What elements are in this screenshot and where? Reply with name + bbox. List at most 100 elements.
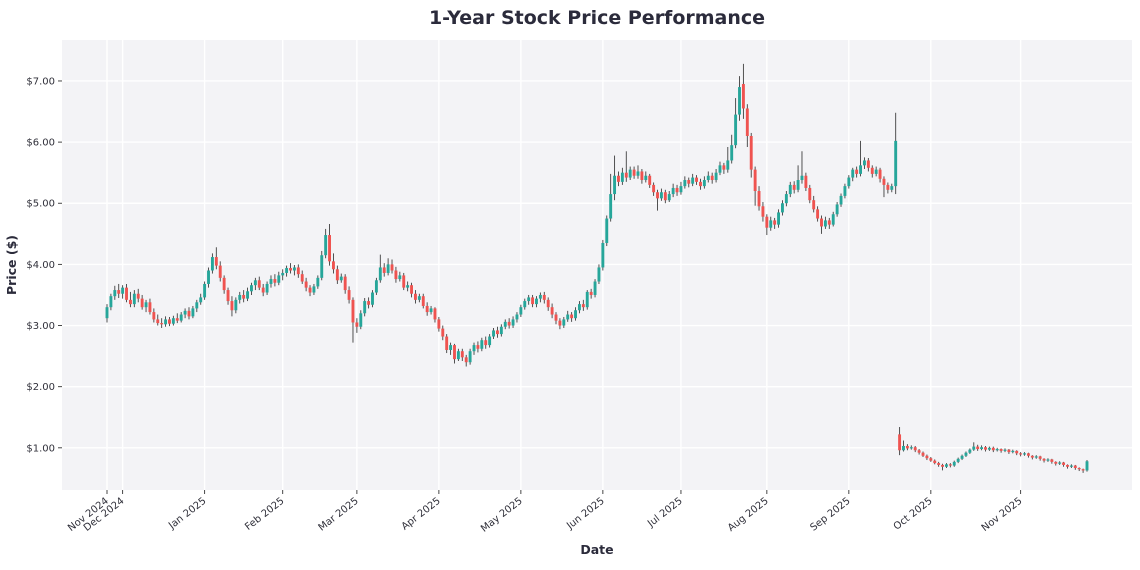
candle-down [441, 328, 445, 337]
candle-up [577, 304, 581, 311]
x-tick-label: Apr 2025 [400, 496, 443, 533]
candle-down [550, 307, 554, 315]
candle-up [191, 308, 195, 317]
candle-down [160, 323, 164, 325]
candle-down [437, 319, 441, 329]
candle-up [909, 447, 913, 449]
x-tick-label: Mar 2025 [317, 496, 361, 534]
candle-down [413, 293, 417, 300]
candle-down [128, 299, 132, 305]
candle-down [753, 169, 757, 192]
x-tick-label: May 2025 [479, 496, 525, 535]
candle-down [675, 187, 679, 193]
candle-down [1038, 456, 1042, 459]
candle-down [761, 206, 765, 217]
candle-down [866, 160, 870, 168]
candle-up [995, 449, 999, 451]
candle-down [827, 220, 831, 225]
candle-down [335, 269, 339, 281]
candle-down [925, 455, 929, 459]
candle-up [324, 235, 328, 256]
candle-up [566, 314, 570, 320]
candle-down [187, 310, 191, 317]
candle-down [445, 336, 449, 350]
candle-up [519, 307, 523, 315]
candle-up [105, 307, 109, 319]
candle-down [296, 267, 300, 275]
candle-up [113, 290, 117, 297]
candle-up [956, 458, 960, 462]
candle-up [960, 455, 964, 459]
candle-down [1073, 465, 1077, 468]
candle-down [941, 464, 944, 467]
candle-down [699, 181, 702, 187]
candle-down [382, 267, 386, 273]
candle-down [710, 175, 714, 181]
candle-down [394, 270, 398, 280]
candle-up [523, 301, 527, 308]
candle-down [570, 314, 574, 319]
candle-down [328, 235, 331, 262]
candle-down [554, 314, 558, 321]
candle-down [332, 261, 335, 270]
candle-up [429, 308, 433, 313]
candle-down [933, 460, 937, 464]
candle-up [179, 314, 183, 321]
candle-down [749, 135, 753, 170]
candle-up [492, 330, 495, 337]
y-tick-label: $3.00 [26, 321, 55, 332]
candle-down [136, 293, 140, 299]
candle-up [574, 310, 577, 319]
candle-down [1081, 469, 1085, 471]
candle-up [952, 461, 956, 466]
candle-down [652, 184, 656, 193]
candle-down [214, 257, 218, 266]
candle-down [1054, 461, 1058, 464]
candle-up [613, 175, 617, 195]
candle-down [984, 447, 987, 450]
candle-up [527, 297, 531, 302]
candle-up [312, 286, 316, 293]
candle-down [308, 287, 312, 293]
candle-down [745, 108, 749, 136]
candle-up [843, 186, 847, 196]
candle-up [538, 294, 542, 299]
candle-up [132, 293, 136, 305]
candle-down [917, 450, 921, 453]
candle-down [390, 264, 394, 271]
candle-up [374, 280, 378, 293]
candle-up [210, 257, 214, 271]
candle-up [359, 313, 363, 327]
candle-up [972, 446, 976, 450]
candle-down [632, 169, 636, 176]
candle-up [831, 214, 835, 225]
candle-up [738, 87, 741, 115]
candle-down [792, 184, 796, 190]
candle-up [796, 180, 800, 190]
candle-up [109, 296, 113, 308]
candle-down [453, 345, 456, 360]
candle-up [207, 270, 210, 284]
candle-up [788, 184, 792, 195]
candle-up [515, 314, 519, 320]
candle-down [855, 169, 859, 174]
candle-down [242, 294, 246, 299]
candle-up [183, 310, 187, 315]
candle-down [878, 169, 882, 179]
candle-down [1062, 462, 1066, 465]
candle-up [835, 204, 839, 215]
candle-up [285, 268, 289, 273]
candle-up [199, 297, 203, 303]
candle-down [1007, 449, 1011, 453]
candle-down [687, 180, 691, 184]
candle-up [781, 203, 784, 213]
y-tick-label: $4.00 [26, 260, 55, 271]
candle-up [164, 319, 168, 325]
candle-down [343, 276, 347, 291]
candle-down [367, 301, 371, 305]
candle-down [812, 200, 816, 210]
candle-down [640, 171, 644, 181]
candle-down [156, 319, 160, 324]
candle-down [300, 274, 304, 282]
candle-down [1050, 459, 1054, 462]
